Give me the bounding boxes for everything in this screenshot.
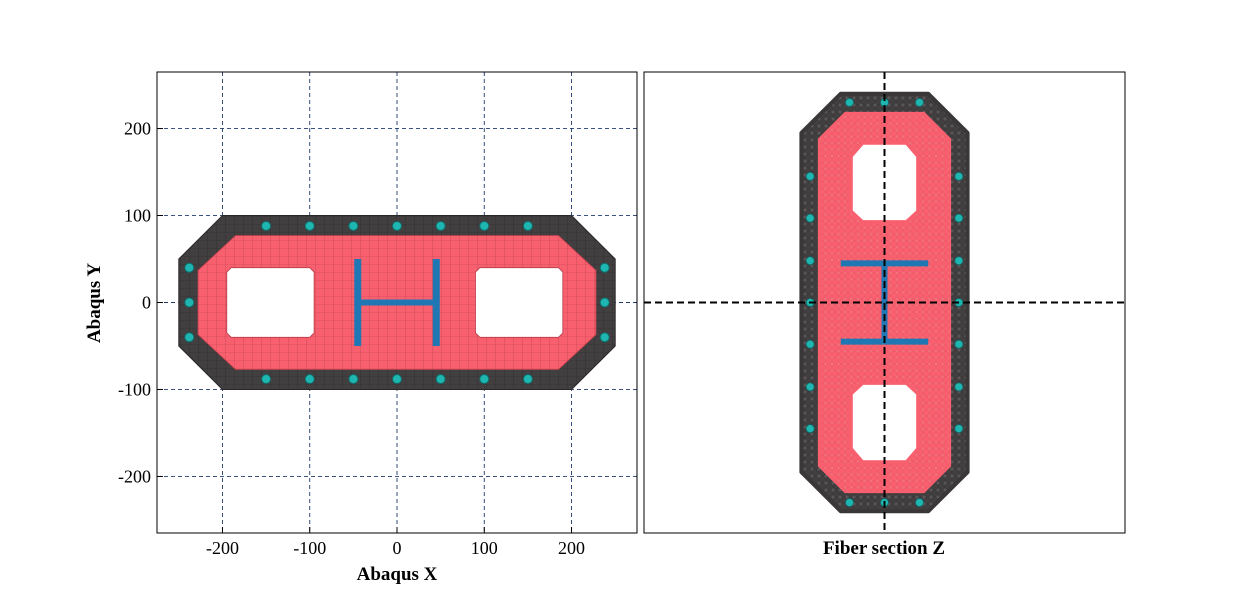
y-tick-label: 200	[124, 119, 151, 139]
rebar-point	[435, 374, 446, 385]
rebar-point	[599, 297, 610, 308]
x-tick-label: 100	[471, 538, 498, 558]
fiber-rebar-point	[954, 171, 964, 181]
rebar-point	[435, 220, 446, 231]
fiber-rebar-point	[845, 98, 854, 107]
fiber-rebar-point	[805, 256, 815, 266]
rebar-point	[479, 374, 490, 385]
right-plot-frame	[643, 71, 1126, 534]
fiber-section-points	[644, 72, 1125, 533]
rebar-point	[304, 220, 315, 231]
rebar-point	[184, 332, 195, 343]
y-tick-label: -200	[118, 466, 151, 486]
rebar-point	[599, 332, 610, 343]
fiber-void-opening	[849, 381, 920, 464]
steel-flange	[432, 259, 440, 346]
rebar-point	[348, 220, 359, 231]
fiber-rebar-point	[954, 213, 964, 223]
left-axis-ticks: -200 -100 0 100 200 -200 -100 0 100 200	[118, 119, 585, 558]
rebar-point	[348, 374, 359, 385]
rebar-point	[261, 220, 272, 231]
rebar-point	[392, 220, 402, 231]
fiber-rebar-point	[954, 256, 964, 266]
left-x-axis-title: Abaqus X	[357, 564, 438, 585]
fiber-rebar-point	[954, 382, 964, 392]
rebar-point	[599, 262, 610, 273]
rebar-point	[392, 374, 402, 385]
rebar-point	[479, 220, 490, 231]
abaqus-section-mesh	[178, 215, 616, 390]
fiber-rebar-point	[845, 498, 854, 507]
rebar-point	[304, 374, 315, 385]
fiber-rebar-point	[805, 382, 815, 392]
rebar-point	[522, 220, 533, 231]
void-opening	[475, 267, 564, 338]
fiber-rebar-point	[805, 171, 815, 181]
fiber-rebar-point	[954, 339, 964, 349]
fiber-rebar-point	[915, 98, 924, 107]
rebar-point	[261, 374, 272, 385]
rebar-point	[522, 374, 533, 385]
rebar-point	[184, 297, 195, 308]
y-tick-label: 0	[142, 293, 151, 313]
fiber-rebar-point	[915, 498, 924, 507]
fiber-rebar-point	[805, 424, 815, 434]
void-opening	[226, 267, 315, 338]
rebar-point	[184, 262, 195, 273]
x-tick-label: 200	[558, 538, 585, 558]
y-tick-label: -100	[118, 379, 151, 399]
x-tick-label: -200	[206, 538, 239, 558]
right-x-axis-title: Fiber section Z	[823, 538, 945, 559]
y-tick-label: 100	[124, 206, 151, 226]
fiber-rebar-point	[805, 339, 815, 349]
x-tick-label: 0	[393, 538, 402, 558]
left-y-axis-title: Abaqus Y	[84, 263, 105, 343]
fiber-section-panel: Fiber section Z	[643, 71, 1126, 559]
steel-web	[357, 299, 437, 306]
fiber-steel-web	[881, 263, 888, 342]
fiber-rebar-point	[805, 213, 815, 223]
fiber-rebar-point	[954, 424, 964, 434]
x-tick-label: -100	[293, 538, 326, 558]
